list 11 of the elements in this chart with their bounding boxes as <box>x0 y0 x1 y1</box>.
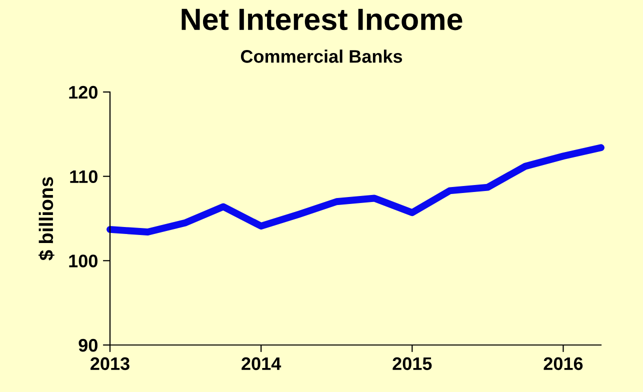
y-tick-label: 120 <box>69 86 98 99</box>
chart-subtitle: Commercial Banks <box>240 50 402 63</box>
x-tick-label: 2014 <box>242 357 282 370</box>
y-axis-title: $ billions <box>38 177 54 260</box>
x-tick-label: 2013 <box>90 357 130 370</box>
x-tick-label: 2015 <box>392 357 432 370</box>
y-tick-label: 100 <box>69 254 98 268</box>
x-tick-label: 2016 <box>544 357 583 370</box>
chart-title: Net Interest Income <box>182 8 462 30</box>
y-tick-label: 110 <box>70 170 98 184</box>
y-tick-label: 90 <box>78 338 98 352</box>
